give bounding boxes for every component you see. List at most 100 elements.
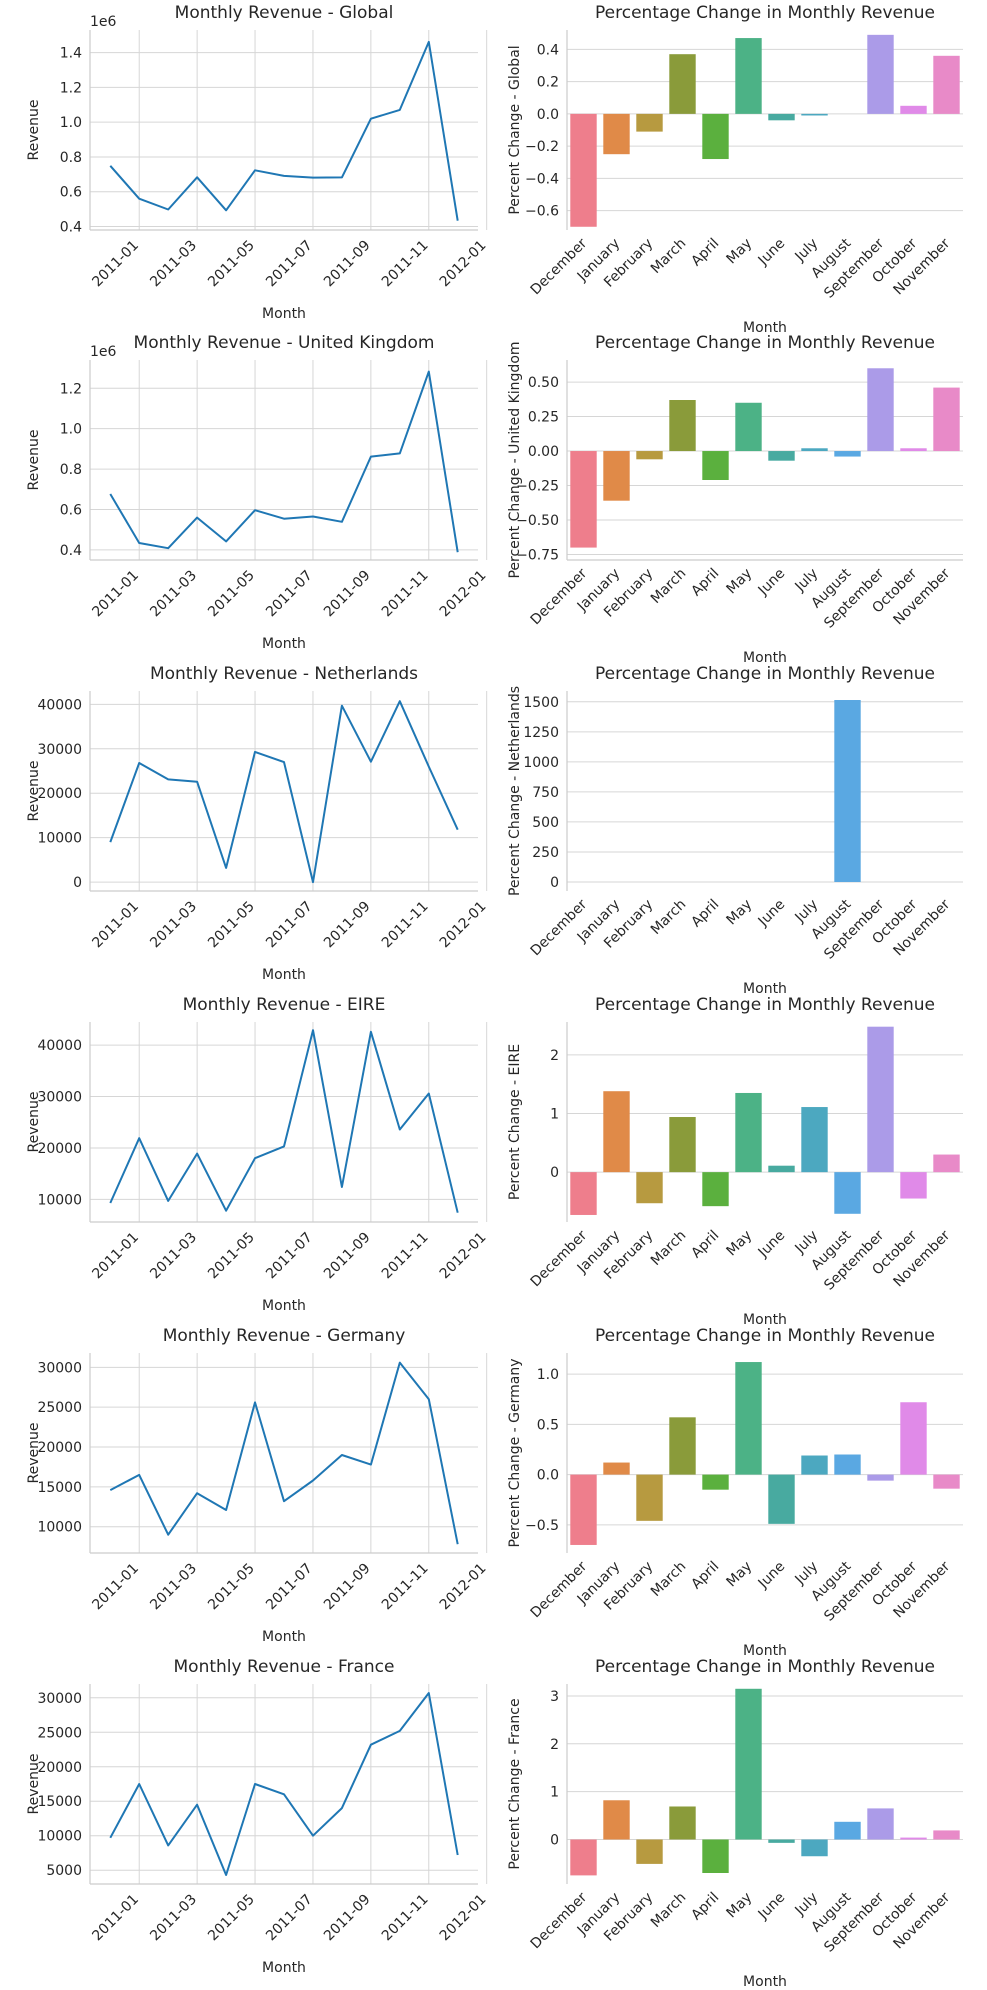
bar-july — [801, 1839, 828, 1857]
y-axis-label: Percent Change - United Kingdom — [507, 341, 523, 578]
x-tick-label: 2011-07 — [263, 1892, 316, 1945]
y-tick-label: 10000 — [37, 831, 82, 847]
y-axis-label: Percent Change - France — [507, 1698, 523, 1869]
x-axis-label: Month — [262, 1298, 306, 1314]
y-tick-label: 1.0 — [60, 422, 82, 438]
y-tick-label: −0.5 — [525, 1518, 559, 1534]
y-tick-label: 20000 — [37, 1440, 82, 1456]
x-tick-label: March — [648, 236, 689, 277]
bar-april — [702, 451, 729, 480]
revenue-chart-2: Monthly Revenue - Netherlands 0 10000 20000… — [26, 664, 490, 983]
bar-june — [768, 113, 795, 121]
x-tick-label: 2011-03 — [147, 1892, 200, 1945]
bar-february — [636, 1474, 663, 1521]
bar-august — [834, 700, 861, 882]
x-tick-label: 2011-01 — [89, 1230, 142, 1283]
x-axis-label: Month — [262, 1629, 306, 1645]
x-axis-label: Month — [262, 306, 306, 322]
revenue-line — [109, 700, 459, 884]
x-tick-label: May — [724, 1228, 756, 1260]
y-tick-label: 25000 — [37, 1400, 82, 1416]
x-tick-label: 2011-03 — [147, 899, 200, 952]
y-tick-label: 0.0 — [537, 107, 559, 123]
bar-may — [735, 1688, 762, 1840]
pct-change-chart-0: Percentage Change in Monthly Revenue −0.6… — [507, 3, 963, 336]
y-tick-label: 0.50 — [528, 375, 559, 391]
x-tick-label: 2011-01 — [89, 899, 142, 952]
y-tick-label: −0.25 — [516, 479, 559, 495]
x-axis-label: Month — [743, 650, 787, 666]
y-tick-label: 1.2 — [60, 80, 82, 96]
y-tick-label: 0.0 — [537, 1468, 559, 1484]
bar-june — [768, 1165, 795, 1173]
bar-july — [801, 113, 828, 116]
revenue-line — [109, 1029, 459, 1213]
y-tick-label: −0.6 — [525, 204, 559, 220]
bar-february — [636, 1839, 663, 1864]
bar-august — [834, 451, 861, 457]
y-tick-label: 15000 — [37, 1480, 82, 1496]
y-tick-label: 20000 — [37, 1141, 82, 1157]
chart-title: Monthly Revenue - Netherlands — [150, 664, 418, 684]
x-tick-label: 2011-05 — [205, 1230, 258, 1283]
bar-march — [669, 400, 696, 452]
x-tick-label: 2011-11 — [379, 568, 432, 621]
x-tick-label: June — [755, 1559, 789, 1593]
x-tick-label: May — [724, 566, 756, 598]
y-tick-label: 20000 — [37, 1760, 82, 1776]
x-tick-label: 2012-01 — [437, 238, 490, 291]
bar-september — [867, 1026, 894, 1173]
x-tick-label: 2012-01 — [437, 1561, 490, 1614]
y-axis-label: Revenue — [26, 430, 42, 491]
x-tick-label: 2012-01 — [437, 899, 490, 952]
y-tick-label: −0.50 — [516, 513, 559, 529]
y-tick-label: 0.8 — [60, 150, 82, 166]
bar-april — [702, 1172, 729, 1207]
y-tick-label: 5000 — [46, 1863, 82, 1879]
y-tick-label: 25000 — [37, 1725, 82, 1741]
y-tick-label: 30000 — [37, 742, 82, 758]
bar-may — [735, 1362, 762, 1475]
x-tick-label: March — [648, 1890, 689, 1931]
x-axis-label: Month — [743, 1312, 787, 1328]
chart-title: Percentage Change in Monthly Revenue — [595, 3, 935, 23]
y-axis-label: Percent Change - Netherlands — [507, 686, 523, 896]
pct-change-chart-2: Percentage Change in Monthly Revenue 0 250… — [507, 664, 963, 997]
y-axis-label: Percent Change - EIRE — [507, 1044, 523, 1200]
bar-september — [867, 34, 894, 114]
y-tick-label: 0.6 — [60, 502, 82, 518]
x-tick-label: 2011-11 — [379, 1561, 432, 1614]
x-tick-label: 2011-07 — [263, 899, 316, 952]
x-tick-label: 2011-05 — [205, 1892, 258, 1945]
revenue-chart-5: Monthly Revenue - France 5000 10000 15000 20… — [26, 1657, 490, 1976]
bar-january — [603, 451, 630, 501]
bar-march — [669, 54, 696, 114]
bar-december — [570, 113, 597, 227]
x-axis-label: Month — [262, 967, 306, 983]
bar-july — [801, 1455, 828, 1475]
x-tick-label: 2012-01 — [437, 1230, 490, 1283]
y-tick-label: 0 — [550, 875, 559, 891]
pct-change-chart-3: Percentage Change in Monthly Revenue 0 1 2 P… — [507, 995, 963, 1328]
bar-june — [768, 1474, 795, 1524]
bar-february — [636, 113, 663, 132]
bar-november — [933, 55, 960, 114]
y-tick-label: 1.4 — [60, 46, 82, 62]
y-axis-label: Revenue — [26, 1092, 42, 1153]
bar-april — [702, 113, 729, 160]
y-tick-label: 40000 — [37, 1038, 82, 1054]
bar-december — [570, 451, 597, 548]
y-axis-label: Percent Change - Global — [507, 45, 523, 214]
x-tick-label: 2011-07 — [263, 238, 316, 291]
bar-january — [603, 1800, 630, 1840]
bar-october — [900, 1837, 927, 1840]
bar-april — [702, 1839, 729, 1873]
y-axis-label: Percent Change - Germany — [507, 1358, 523, 1547]
x-tick-label: 2011-07 — [263, 568, 316, 621]
bar-october — [900, 105, 927, 114]
x-tick-label: April — [688, 1890, 722, 1924]
y-tick-label: 500 — [532, 815, 559, 831]
x-tick-label: May — [724, 236, 756, 268]
chart-title: Percentage Change in Monthly Revenue — [595, 1657, 935, 1677]
x-tick-label: 2011-09 — [321, 1561, 374, 1614]
